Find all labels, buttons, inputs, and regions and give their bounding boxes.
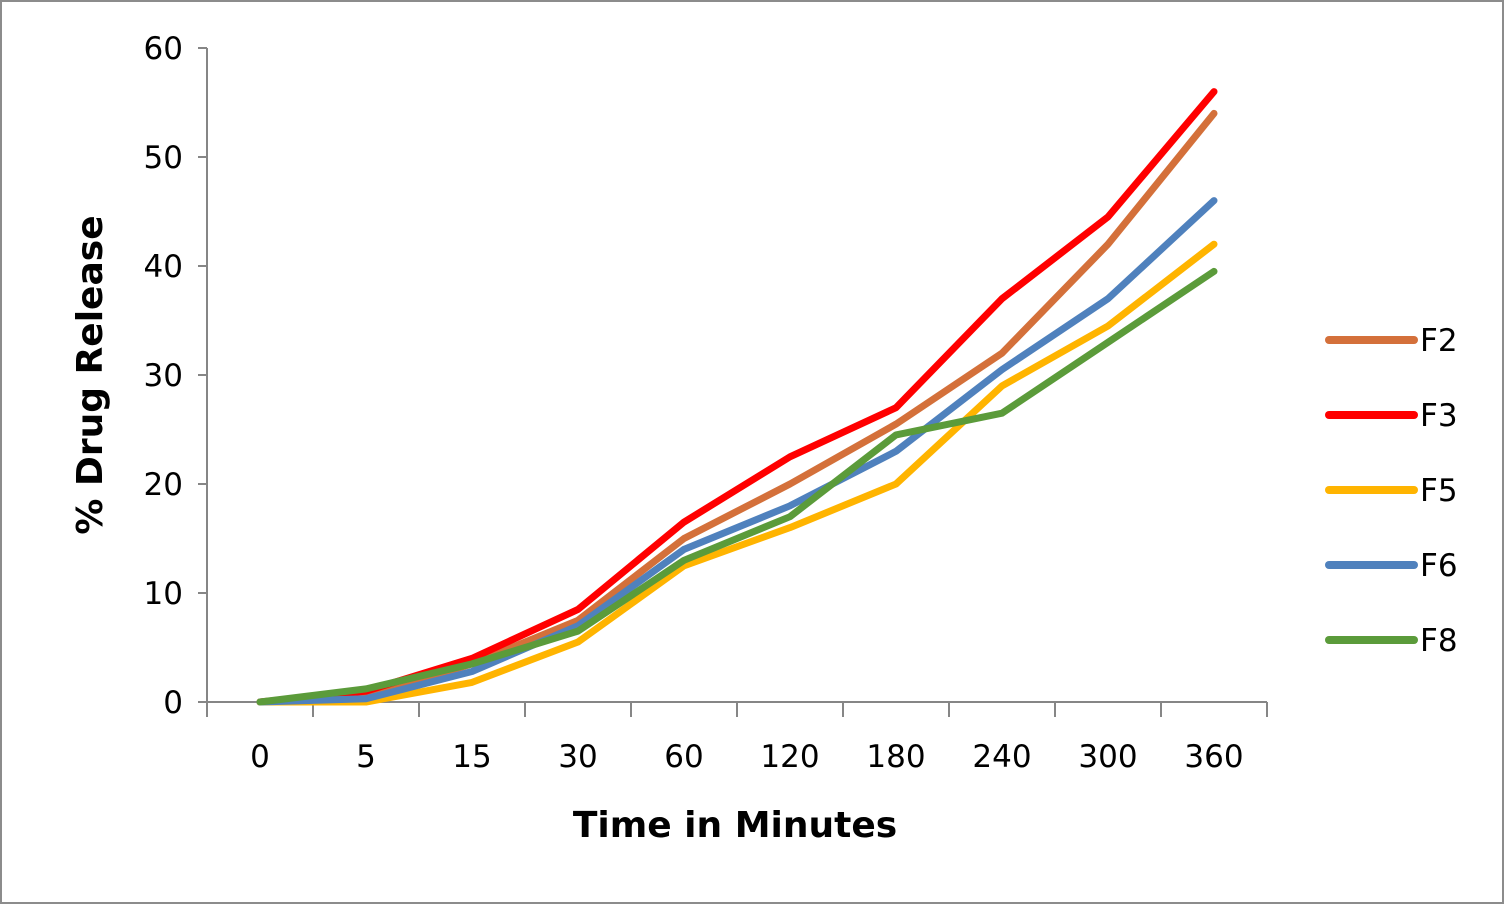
series-line-f8 [256, 267, 1218, 706]
x-axis-title: Time in Minutes [573, 805, 897, 846]
axes: 0 10 20 30 40 50 60 0 5 15 30 60 120 180 240 300 360 [144, 31, 1268, 775]
legend-label-f2: F2 [1420, 323, 1458, 359]
legend-label-f5: F5 [1420, 473, 1458, 509]
x-tick-label: 360 [1184, 739, 1243, 775]
x-tick-label: 15 [452, 739, 491, 775]
series-line-f5 [256, 240, 1218, 706]
series-line-f2 [256, 109, 1218, 706]
legend-label-f6: F6 [1420, 548, 1458, 584]
x-tick-label: 240 [972, 739, 1031, 775]
x-tick-label: 60 [664, 739, 703, 775]
y-tick-label: 40 [144, 249, 183, 285]
y-tick-label: 20 [144, 467, 183, 503]
y-tick-label: 30 [144, 358, 183, 394]
legend-label-f8: F8 [1420, 623, 1458, 659]
x-tick-label: 5 [356, 739, 376, 775]
series-lines [256, 88, 1218, 706]
series-line-f6 [256, 197, 1218, 706]
x-tick-label: 300 [1078, 739, 1137, 775]
y-tick-label: 10 [144, 576, 183, 612]
x-tick-label: 0 [250, 739, 270, 775]
x-tick-label: 30 [558, 739, 597, 775]
legend-label-f3: F3 [1420, 398, 1458, 434]
legend: F2 F3 F5 F6 F8 [1325, 323, 1458, 659]
x-tick-label: 180 [866, 739, 925, 775]
y-tick-label: 0 [163, 685, 183, 721]
y-tick-label: 60 [144, 31, 183, 67]
series-line-f3 [256, 88, 1218, 706]
y-tick-label: 50 [144, 140, 183, 176]
y-axis-title: % Drug Release [70, 215, 111, 534]
x-tick-label: 120 [760, 739, 819, 775]
